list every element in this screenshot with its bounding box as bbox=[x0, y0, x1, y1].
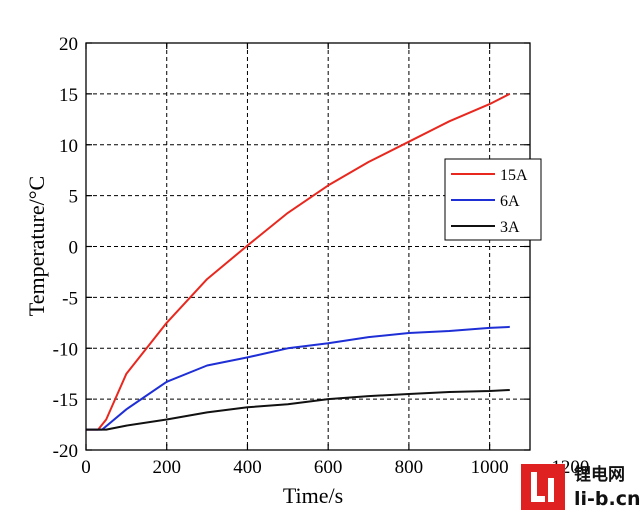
series-layer bbox=[86, 93, 511, 431]
legend-label-3A: 3A bbox=[500, 219, 520, 236]
watermark-chinese: 锂电网 bbox=[574, 464, 625, 485]
legend-label-6A: 6A bbox=[500, 193, 520, 210]
legend-label-15A: 15A bbox=[500, 167, 528, 184]
x-tick-label: 0 bbox=[81, 457, 91, 478]
y-tick-label: 0 bbox=[69, 238, 79, 259]
y-tick-label: 10 bbox=[59, 136, 78, 157]
x-axis-title: Time/s bbox=[283, 483, 343, 508]
ticks bbox=[85, 42, 530, 451]
series-line-3A bbox=[86, 389, 510, 431]
x-tick-label: 1000 bbox=[471, 457, 509, 478]
y-tick-label: -10 bbox=[53, 339, 78, 360]
x-tick-label: 600 bbox=[314, 457, 343, 478]
series-line-15A bbox=[86, 93, 511, 431]
y-axis-title: Temperature/°C bbox=[24, 176, 49, 316]
y-tick-label: 5 bbox=[69, 187, 79, 208]
watermark-logo-letters bbox=[531, 472, 554, 502]
y-tick-label: -20 bbox=[53, 441, 78, 462]
x-tick-label: 200 bbox=[152, 457, 181, 478]
watermark-logo bbox=[521, 464, 565, 510]
x-tick-label: 400 bbox=[233, 457, 262, 478]
y-tick-label: -15 bbox=[53, 390, 78, 411]
y-tick-label: 15 bbox=[59, 85, 78, 106]
grid bbox=[86, 43, 530, 450]
series-line-6A bbox=[86, 325, 510, 431]
legend: 15A 6A 3A bbox=[444, 158, 542, 241]
watermark: 锂电网 li-b.cn bbox=[521, 464, 640, 510]
x-tick-label: 800 bbox=[395, 457, 424, 478]
y-tick-label: 20 bbox=[59, 34, 78, 55]
watermark-domain: li-b.cn bbox=[574, 488, 640, 510]
y-tick-label: -5 bbox=[62, 288, 78, 309]
